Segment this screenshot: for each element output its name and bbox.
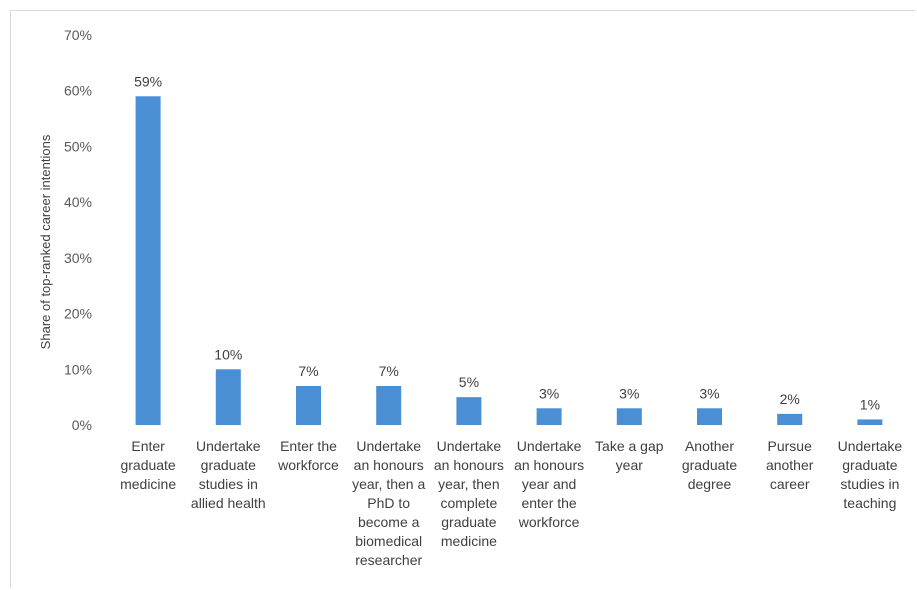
data-label: 3% [619, 385, 639, 401]
bar [697, 408, 722, 425]
y-tick-label: 20% [64, 306, 92, 322]
bar [296, 386, 321, 425]
chart-frame [10, 10, 915, 588]
bar [777, 413, 803, 425]
bar [536, 408, 562, 425]
y-axis: 0% 10% 20% 30% 40% 50% 60% 70% [64, 27, 92, 433]
bar [456, 397, 482, 425]
x-tick-label: Enter the workforce [278, 438, 339, 473]
data-label: 2% [780, 391, 800, 407]
data-label: 10% [214, 346, 242, 362]
x-tick-label: Enter graduate medicine [120, 438, 177, 492]
y-tick-label: 60% [64, 83, 92, 99]
bar [215, 369, 241, 425]
bars [135, 96, 883, 426]
x-tick-label: Undertake graduate studies in teaching [837, 438, 903, 511]
bar [376, 386, 402, 425]
y-axis-title: Share of top-ranked career intentions [38, 134, 53, 349]
y-tick-label: 10% [64, 361, 92, 377]
x-tick-label: Undertake an honours year, then complete… [433, 438, 504, 549]
y-tick-label: 40% [64, 194, 92, 210]
y-tick-label: 70% [64, 27, 92, 43]
y-tick-label: 30% [64, 250, 92, 266]
bar [857, 419, 883, 425]
x-tick-label: Pursue another career [765, 438, 814, 492]
x-tick-label: Undertake an honours year and enter the … [514, 438, 585, 530]
data-label: 1% [860, 396, 880, 412]
data-label: 3% [699, 385, 719, 401]
data-label: 59% [134, 73, 162, 89]
bar [616, 408, 642, 425]
data-label: 5% [459, 374, 479, 390]
data-labels: 59% 10% 7% 7% 5% 3% 3% 3% 2% 1% [134, 73, 880, 412]
x-tick-label: Undertake graduate studies in allied hea… [190, 438, 266, 511]
bar [135, 96, 161, 426]
data-label: 7% [379, 363, 399, 379]
data-label: 7% [298, 363, 318, 379]
y-tick-label: 0% [72, 417, 92, 433]
data-label: 3% [539, 385, 559, 401]
x-tick-label: Undertake an honours year, then a PhD to… [352, 438, 426, 568]
x-tick-label: Another graduate degree [681, 438, 738, 492]
y-tick-label: 50% [64, 138, 92, 154]
x-tick-label: Take a gap year [595, 438, 664, 473]
